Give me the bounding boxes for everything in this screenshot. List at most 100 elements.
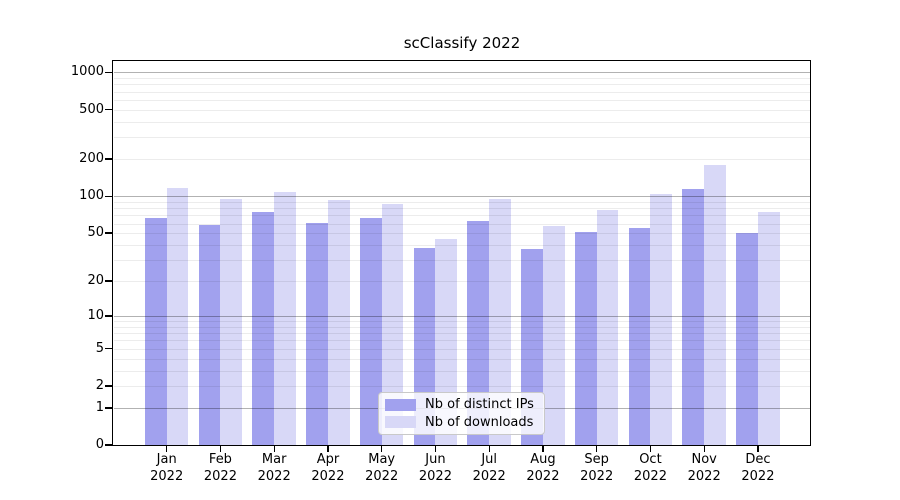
- gridline-minor: [113, 281, 811, 283]
- x-tick-mark: [219, 445, 222, 452]
- y-tick-label: 50: [87, 225, 104, 241]
- bar-distinct-ips-apr: [306, 222, 328, 445]
- bar-distinct-ips-nov: [682, 188, 705, 445]
- bar-downloads-nov: [704, 165, 726, 445]
- gridline-minor: [113, 201, 811, 203]
- bar-downloads-jan: [166, 187, 189, 445]
- legend-label-distinct-ips: Nb of distinct IPs: [425, 397, 534, 413]
- bar-distinct-ips-jul: [467, 220, 490, 445]
- y-tick-mark: [105, 195, 112, 197]
- x-tick-mark: [703, 445, 705, 452]
- y-tick-label: 1000: [70, 64, 104, 80]
- gridline-minor: [113, 215, 811, 217]
- bar-distinct-ips-jan: [144, 218, 167, 445]
- y-tick-mark: [105, 407, 112, 409]
- gridline-minor: [113, 208, 811, 210]
- bar-distinct-ips-mar: [252, 212, 275, 445]
- x-tick-label-aug: Aug 2022: [526, 452, 560, 484]
- gridline-minor: [113, 109, 811, 111]
- x-tick-label-mar: Mar 2022: [257, 452, 291, 484]
- x-tick-mark: [381, 445, 383, 452]
- x-tick-mark: [166, 445, 168, 452]
- bar-distinct-ips-may: [359, 217, 382, 445]
- chart-title: scClassify 2022: [403, 34, 521, 52]
- x-tick-label-jun: Jun 2022: [418, 452, 452, 484]
- gridline-minor: [113, 99, 811, 101]
- gridline-minor: [113, 121, 811, 123]
- gridline-minor: [113, 333, 811, 335]
- gridline-minor: [113, 91, 811, 93]
- gridline-minor: [113, 386, 811, 388]
- gridline-minor: [113, 223, 811, 225]
- legend-swatch-distinct-ips: [385, 398, 416, 411]
- x-tick-mark: [757, 445, 759, 452]
- gridline-minor: [113, 370, 811, 372]
- y-tick-mark: [105, 348, 112, 350]
- bar-distinct-ips-feb: [198, 225, 221, 445]
- gridline-minor: [113, 84, 811, 86]
- gridline-minor: [113, 233, 811, 235]
- y-tick-label: 10: [87, 308, 104, 323]
- legend: Nb of distinct IPs Nb of downloads: [378, 392, 545, 435]
- x-tick-mark: [649, 445, 652, 452]
- legend-item-downloads: Nb of downloads: [385, 415, 538, 430]
- bar-downloads-dec: [757, 212, 780, 445]
- legend-swatch-downloads: [385, 416, 416, 429]
- x-tick-label-feb: Feb 2022: [203, 452, 237, 484]
- y-tick-label: 20: [87, 273, 104, 289]
- x-tick-mark: [542, 445, 544, 452]
- gridline-minor: [113, 137, 811, 139]
- gridline-major: [113, 196, 811, 198]
- bar-downloads-apr: [327, 199, 350, 445]
- y-tick-mark: [105, 232, 112, 234]
- x-tick-label-oct: Oct 2022: [633, 452, 667, 484]
- x-tick-label-apr: Apr 2022: [311, 452, 345, 484]
- gridline-minor: [113, 159, 811, 161]
- x-tick-label-dec: Dec 2022: [741, 452, 775, 484]
- x-tick-label-jul: Jul 2022: [472, 452, 506, 484]
- y-tick-mark: [105, 315, 112, 317]
- bar-downloads-feb: [220, 199, 243, 445]
- gridline-minor: [113, 78, 811, 80]
- y-tick-mark: [105, 444, 112, 446]
- x-tick-mark: [488, 445, 490, 452]
- x-tick-mark: [273, 445, 275, 452]
- x-tick-label-may: May 2022: [365, 452, 399, 484]
- x-tick-mark: [327, 445, 329, 452]
- bar-downloads-jul: [489, 199, 511, 445]
- y-tick-label: 500: [79, 101, 104, 117]
- y-tick-mark: [105, 158, 112, 160]
- gridline-major: [113, 72, 811, 74]
- bar-distinct-ips-oct: [628, 228, 651, 445]
- bar-distinct-ips-sep: [574, 232, 597, 445]
- bar-distinct-ips-dec: [736, 233, 758, 445]
- bar-downloads-aug: [542, 226, 565, 445]
- x-tick-label-nov: Nov 2022: [687, 452, 721, 484]
- y-tick-label: 1: [95, 400, 104, 416]
- gridline-major: [113, 316, 811, 317]
- bar-downloads-mar: [274, 192, 296, 445]
- y-tick-label: 2: [95, 378, 104, 394]
- y-tick-label: 200: [79, 151, 104, 167]
- gridline-minor: [113, 348, 811, 350]
- y-tick-mark: [105, 109, 112, 111]
- x-tick-mark: [434, 445, 437, 452]
- gridline-minor: [113, 340, 811, 342]
- bar-downloads-may: [381, 204, 404, 445]
- bar-downloads-sep: [596, 210, 619, 445]
- gridline-minor: [113, 260, 811, 262]
- y-tick-mark: [105, 71, 112, 74]
- y-tick-label: 5: [95, 340, 104, 356]
- y-tick-mark: [105, 385, 112, 387]
- gridline-minor: [113, 244, 811, 246]
- y-tick-label: 100: [79, 188, 104, 204]
- gridline-minor: [113, 326, 811, 328]
- x-tick-label-jan: Jan 2022: [150, 452, 184, 484]
- gridline-minor: [113, 358, 811, 360]
- gridline-minor: [113, 321, 811, 323]
- x-tick-mark: [596, 445, 598, 452]
- legend-item-distinct-ips: Nb of distinct IPs: [385, 397, 538, 412]
- x-tick-label-sep: Sep 2022: [580, 452, 614, 484]
